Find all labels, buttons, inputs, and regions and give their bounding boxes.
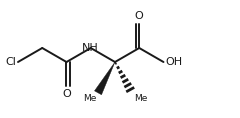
Text: OH: OH xyxy=(166,57,183,67)
Text: O: O xyxy=(62,89,71,99)
Text: O: O xyxy=(135,11,144,21)
Text: Cl: Cl xyxy=(5,57,16,67)
Text: NH: NH xyxy=(82,43,99,53)
Polygon shape xyxy=(95,62,115,95)
Text: Me: Me xyxy=(83,94,96,103)
Text: Me: Me xyxy=(134,94,147,103)
